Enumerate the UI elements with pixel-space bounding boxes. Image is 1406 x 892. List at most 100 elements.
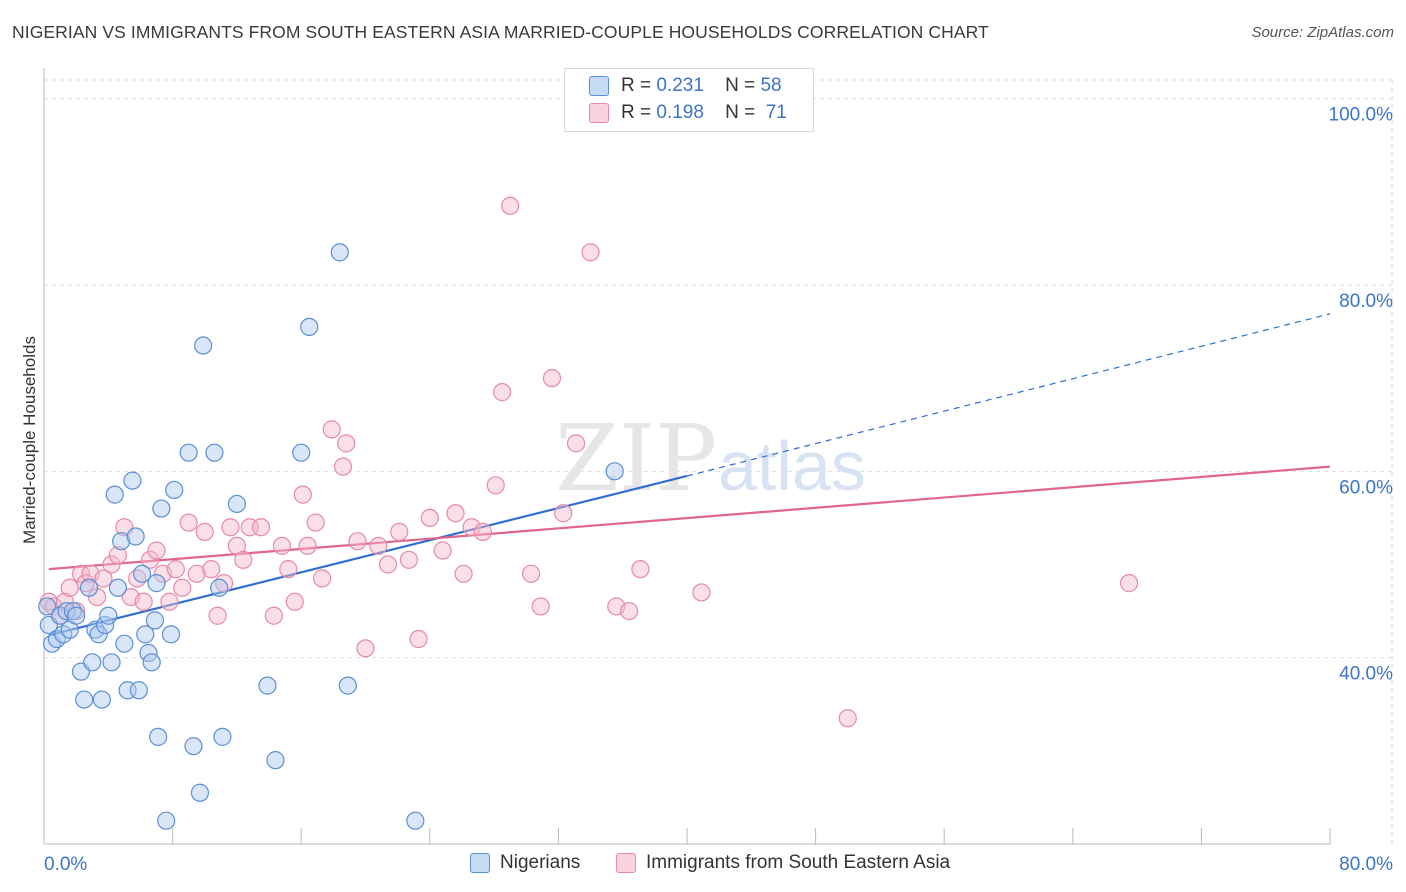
point-immigrants (322, 420, 341, 439)
point-immigrants (493, 383, 512, 402)
trend-line-immigrants (48, 465, 1331, 571)
point-immigrants (147, 541, 166, 560)
point-nigerians (605, 462, 624, 481)
point-nigerians (227, 494, 246, 514)
legend-n-label: N = (725, 102, 756, 123)
legend-r-label: R = (621, 75, 652, 96)
point-immigrants (554, 504, 573, 523)
point-nigerians (67, 606, 86, 625)
point-nigerians (152, 499, 171, 518)
point-immigrants (542, 369, 562, 388)
point-immigrants (285, 592, 304, 611)
point-immigrants (160, 592, 179, 611)
legend-r-label: R = (621, 102, 652, 123)
point-immigrants (692, 583, 711, 602)
legend-n-label: N = (725, 75, 756, 96)
point-immigrants (208, 606, 227, 625)
y-tick-label: 40.0% (1339, 664, 1393, 685)
point-immigrants (378, 555, 398, 574)
point-nigerians (292, 443, 311, 462)
point-immigrants (279, 560, 298, 579)
legend-row-nigerians: R = 0.231 N = 58 (589, 74, 782, 98)
point-nigerians (99, 606, 118, 625)
point-nigerians (126, 527, 145, 546)
point-nigerians (213, 727, 232, 746)
trend-line-nigerians-extension (686, 313, 1331, 477)
point-immigrants (409, 629, 428, 649)
legend-row-immigrants: R = 0.198 N = 71 (589, 101, 787, 125)
point-nigerians (165, 480, 184, 500)
legend-item-nigerians[interactable]: Nigerians (470, 852, 580, 874)
point-nigerians (161, 625, 181, 644)
point-nigerians (179, 443, 198, 462)
point-immigrants (531, 597, 550, 616)
point-nigerians (194, 336, 213, 355)
point-immigrants (306, 513, 325, 532)
point-nigerians (149, 727, 168, 746)
x-tick-label: 0.0% (44, 854, 87, 875)
point-nigerians (258, 676, 277, 695)
point-immigrants (486, 476, 505, 495)
point-immigrants (631, 560, 650, 579)
legend-swatch-pink (589, 103, 609, 123)
y-tick-label: 80.0% (1339, 291, 1393, 312)
legend-item-immigrants[interactable]: Immigrants from South Eastern Asia (616, 852, 950, 874)
point-immigrants (264, 606, 283, 625)
point-nigerians (330, 243, 349, 262)
point-nigerians (266, 751, 285, 770)
point-immigrants (221, 518, 240, 537)
point-immigrants (348, 532, 367, 551)
point-immigrants (202, 560, 221, 579)
point-nigerians (145, 611, 165, 630)
point-immigrants (1119, 574, 1139, 593)
source-label: Source: ZipAtlas.com (1251, 24, 1394, 41)
point-immigrants (166, 560, 185, 579)
point-immigrants (94, 569, 113, 588)
point-immigrants (501, 196, 520, 215)
point-nigerians (205, 443, 224, 462)
point-nigerians (123, 471, 142, 490)
point-nigerians (147, 574, 166, 593)
legend-item-label: Nigerians (500, 852, 581, 873)
series-legend: Nigerians Immigrants from South Eastern … (0, 852, 1406, 878)
series-immigrants-points (39, 196, 1139, 728)
point-immigrants (71, 564, 91, 583)
point-nigerians (108, 578, 128, 597)
point-immigrants (446, 504, 465, 523)
trend-lines (48, 313, 1331, 637)
point-immigrants (838, 709, 857, 728)
point-immigrants (454, 564, 473, 583)
watermark: ZIP atlas (555, 405, 866, 512)
trend-line-nigerians (48, 474, 688, 637)
y-tick-label: 60.0% (1339, 477, 1393, 498)
point-immigrants (312, 569, 332, 588)
point-immigrants (420, 508, 439, 528)
legend-r-value: 0.231 (656, 75, 704, 96)
point-nigerians (75, 690, 94, 709)
axes (43, 68, 1331, 845)
point-immigrants (187, 564, 206, 583)
point-nigerians (300, 317, 319, 337)
y-tick-label: 100.0% (1329, 105, 1394, 126)
point-immigrants (272, 536, 292, 555)
legend-swatch-blue (589, 76, 609, 96)
x-tick-label: 80.0% (1339, 854, 1393, 875)
point-nigerians (406, 811, 425, 830)
point-nigerians (112, 532, 131, 551)
point-nigerians (57, 601, 76, 621)
point-immigrants (369, 536, 388, 555)
point-immigrants (173, 578, 192, 597)
point-immigrants (60, 578, 79, 597)
point-immigrants (433, 541, 452, 560)
point-immigrants (134, 592, 153, 611)
legend-swatch-pink (616, 853, 636, 873)
point-nigerians (184, 737, 203, 756)
point-immigrants (473, 522, 492, 541)
point-nigerians (102, 653, 121, 672)
point-immigrants (620, 601, 639, 621)
watermark-atlas: atlas (718, 427, 866, 505)
point-immigrants (390, 522, 409, 541)
point-immigrants (521, 564, 541, 583)
point-nigerians (132, 564, 152, 583)
point-immigrants (195, 522, 214, 541)
